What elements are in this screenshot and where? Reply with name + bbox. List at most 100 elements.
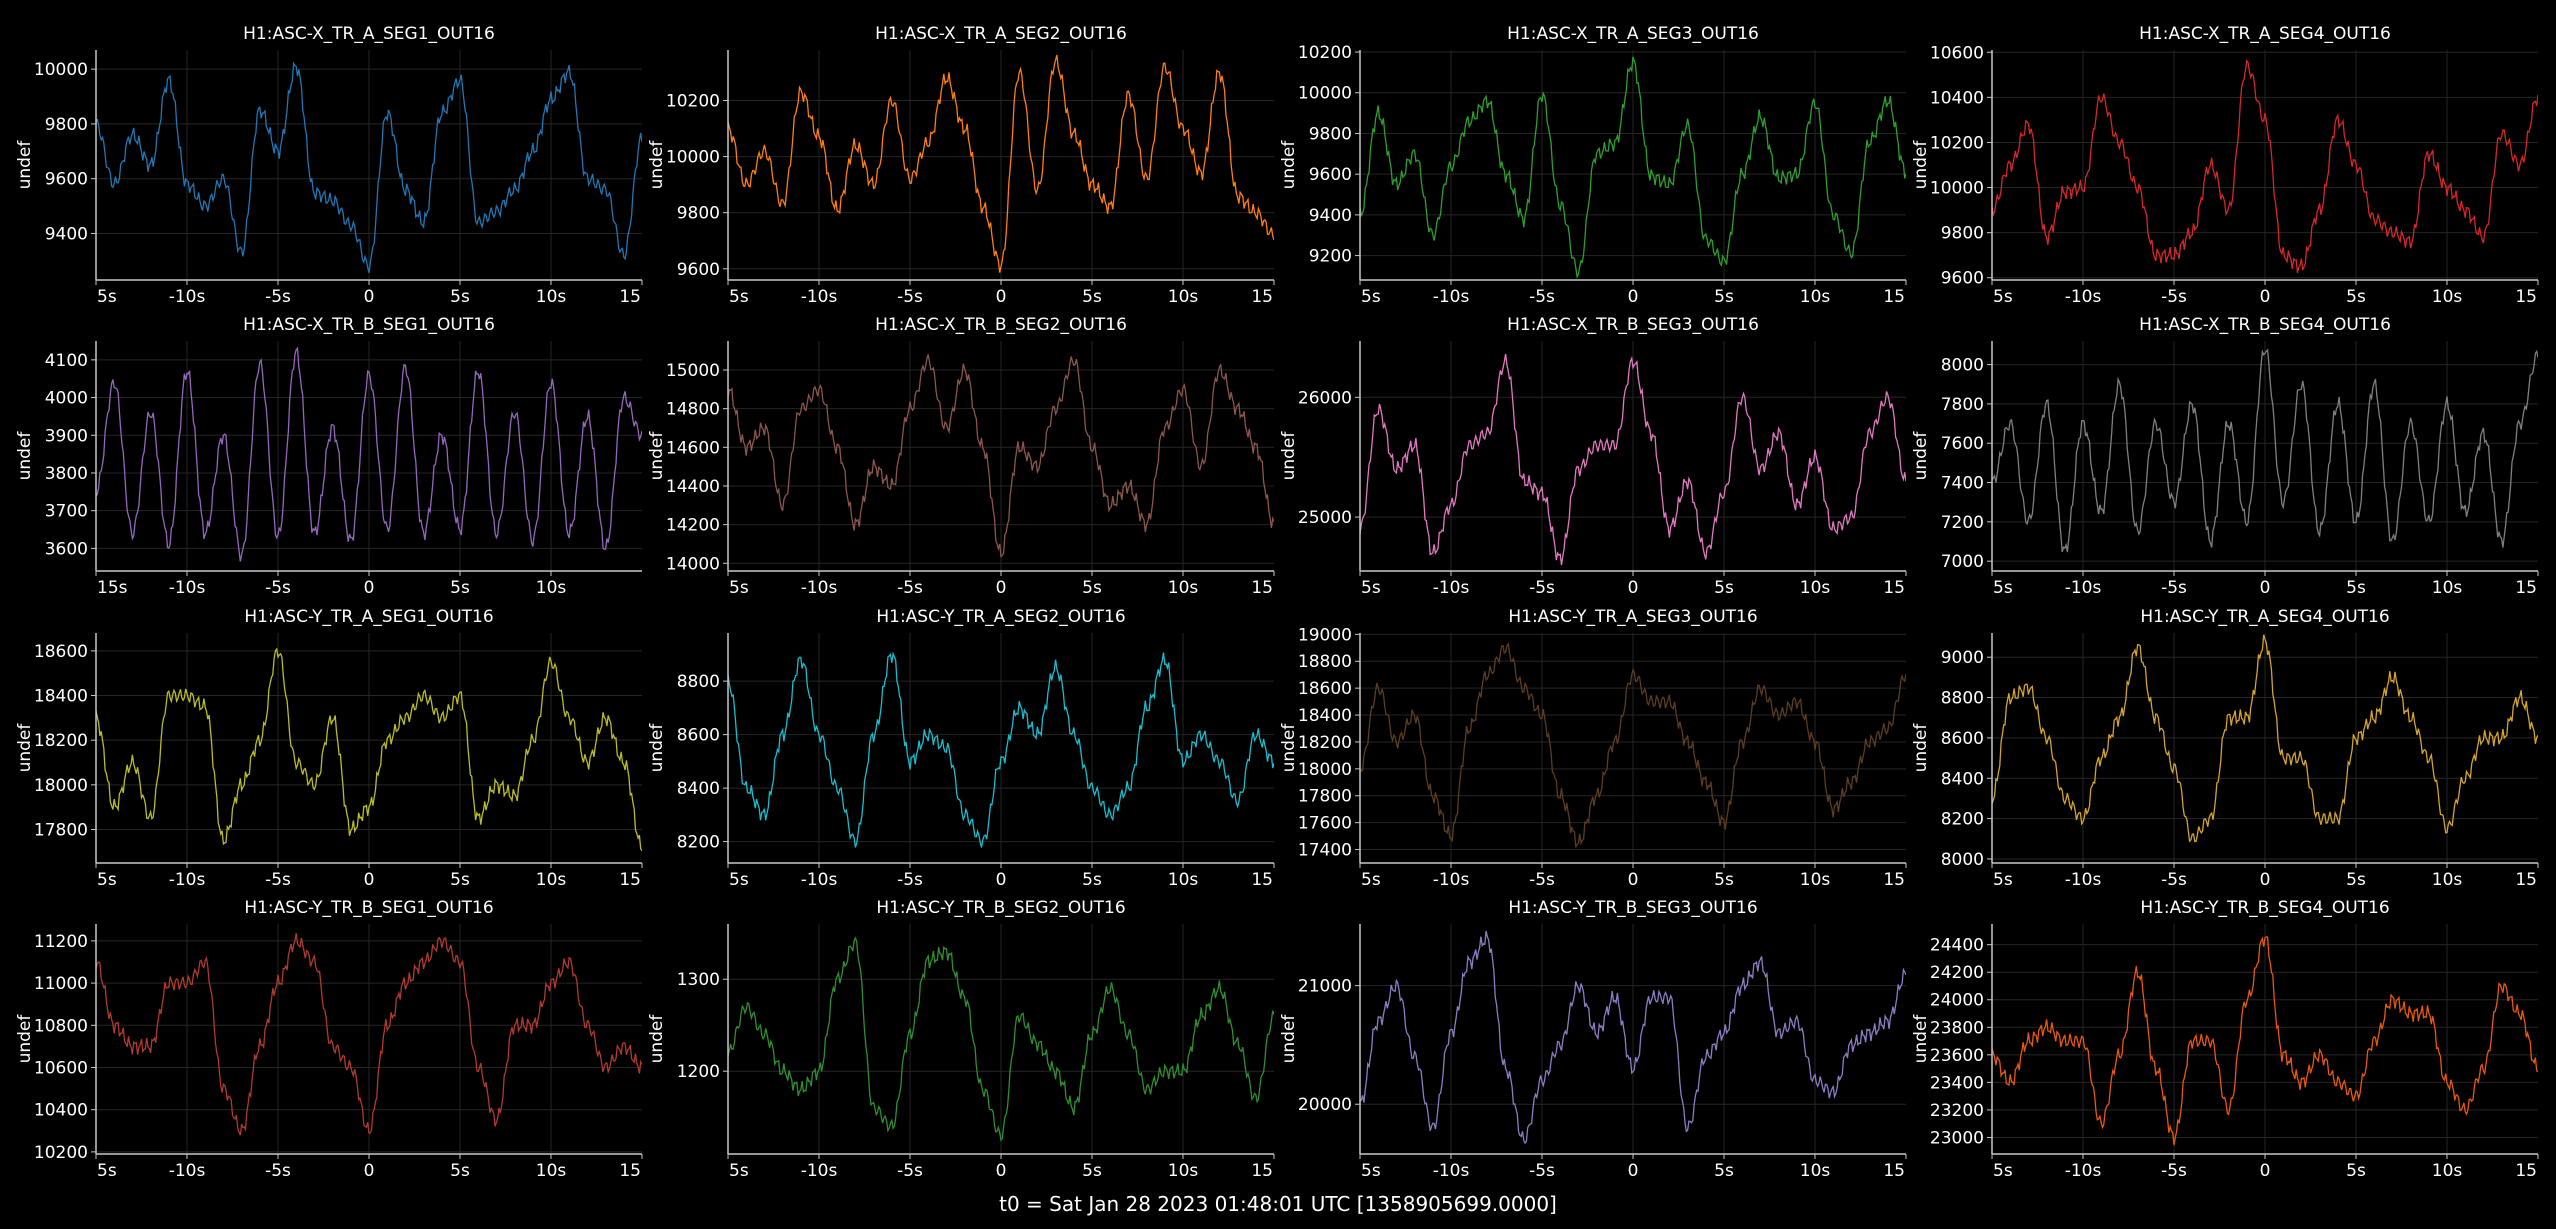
- y-tick-label: 7600: [1941, 434, 1984, 454]
- y-tick-label: 9000: [1941, 648, 1984, 668]
- x-tick-label: 10s: [536, 870, 567, 890]
- subplot-title: H1:ASC-Y_TR_B_SEG2_OUT16: [876, 898, 1125, 918]
- y-tick-label: 10800: [34, 1016, 88, 1036]
- y-tick-label: 8600: [677, 726, 720, 746]
- subplot-16: 23000 23200 23400 23600 23800 24000 24200 24400…: [1911, 898, 2539, 1181]
- y-tick-label: 18000: [1298, 760, 1352, 780]
- y-tick-label: 9600: [677, 260, 720, 280]
- y-tick-label: 10200: [1930, 133, 1984, 153]
- x-tick-label: 10s: [536, 287, 567, 307]
- y-tick-label: 14200: [666, 516, 720, 536]
- y-axis-label: undef: [647, 140, 667, 190]
- x-tick-label: -5s: [265, 287, 291, 307]
- subplot-title: H1:ASC-X_TR_B_SEG3_OUT16: [1507, 315, 1759, 335]
- y-tick-label: 8600: [1941, 729, 1984, 749]
- y-tick-label: 10000: [666, 148, 720, 168]
- x-tick-label: 15: [2515, 578, 2537, 598]
- x-tick-label: -5s: [1529, 870, 1555, 890]
- y-tick-label: 14800: [666, 400, 720, 420]
- y-tick-label: 8200: [677, 833, 720, 853]
- y-tick-label: 7800: [1941, 395, 1984, 415]
- x-tick-label: 0: [1628, 287, 1639, 307]
- y-tick-label: 23400: [1930, 1073, 1984, 1093]
- x-tick-label: 15: [1883, 1161, 1905, 1181]
- y-tick-label: 23600: [1930, 1046, 1984, 1066]
- x-tick-label: 10s: [1168, 1161, 1199, 1181]
- x-tick-label: 0: [2260, 578, 2271, 598]
- subplot-title: H1:ASC-Y_TR_A_SEG1_OUT16: [244, 607, 493, 627]
- x-tick-label: 15: [1251, 287, 1273, 307]
- x-tick-label: 0: [1628, 578, 1639, 598]
- x-tick-label: 5s: [1082, 1161, 1102, 1181]
- y-axis-label: undef: [1911, 723, 1931, 773]
- y-tick-label: 8400: [677, 779, 720, 799]
- x-tick-label: 5s: [450, 287, 470, 307]
- y-axis-label: undef: [647, 431, 667, 481]
- x-tick-label: 5s: [1082, 870, 1102, 890]
- x-tick-label: -10s: [169, 1161, 206, 1181]
- x-tick-label: 0: [1628, 1161, 1639, 1181]
- x-tick-label: 15: [619, 287, 641, 307]
- x-tick-label: 10s: [1168, 870, 1199, 890]
- x-tick-label: 5s: [1082, 578, 1102, 598]
- y-tick-label: 20000: [1298, 1095, 1352, 1115]
- y-tick-label: 10200: [34, 1143, 88, 1163]
- y-tick-label: 18000: [34, 776, 88, 796]
- y-tick-label: 9600: [1309, 165, 1352, 185]
- x-tick-label: 15: [1251, 870, 1273, 890]
- x-tick-label: 10s: [1800, 870, 1831, 890]
- y-tick-label: 9400: [1309, 206, 1352, 226]
- x-tick-label: 0: [2260, 870, 2271, 890]
- y-tick-label: 18800: [1298, 652, 1352, 672]
- y-axis-label: undef: [1279, 1014, 1299, 1064]
- x-tick-label: 15: [1251, 1161, 1273, 1181]
- y-tick-label: 3800: [45, 464, 88, 484]
- x-tick-label: -5s: [897, 287, 923, 307]
- x-tick-label: 15: [1883, 578, 1905, 598]
- y-axis-label: undef: [1279, 431, 1299, 481]
- x-tick-label: -10s: [801, 287, 838, 307]
- x-tick-label: 5s: [1993, 287, 2013, 307]
- y-tick-label: 11000: [34, 974, 88, 994]
- x-tick-label: 15: [2515, 870, 2537, 890]
- y-tick-label: 24200: [1930, 963, 1984, 983]
- x-tick-label: 5s: [1993, 870, 2013, 890]
- subplot-title: H1:ASC-Y_TR_B_SEG1_OUT16: [244, 898, 493, 918]
- series-trace: [1360, 56, 1906, 279]
- x-tick-label: -10s: [1433, 870, 1470, 890]
- x-tick-label: -10s: [2065, 870, 2102, 890]
- x-tick-label: 5s: [729, 1161, 749, 1181]
- subplot-11: 17400 17600 17800 18000 18200 18400 18600 18800…: [1279, 607, 1907, 890]
- series-trace: [728, 354, 1274, 558]
- x-tick-label: -5s: [1529, 1161, 1555, 1181]
- x-tick-label: 0: [996, 870, 1007, 890]
- x-tick-label: 5s: [2346, 1161, 2366, 1181]
- x-tick-label: 0: [364, 870, 375, 890]
- subplot-13: 10200 10400 10600 10800 11000 11200 5s -10s -5s 0…: [15, 898, 643, 1181]
- y-tick-label: 10200: [666, 91, 720, 111]
- y-axis-label: undef: [1911, 1014, 1931, 1064]
- series-trace: [1360, 641, 1906, 848]
- y-tick-label: 9800: [1309, 124, 1352, 144]
- y-tick-label: 17800: [1298, 787, 1352, 807]
- subplot-3: 9200 9400 9600 9800 10000 10200 5s -10s -5s 0 5s 10…: [1279, 24, 1907, 307]
- y-tick-label: 19000: [1298, 625, 1352, 645]
- subplot-7: 25000 26000 5s -10s -5s 0 5s 10s 15 H1:ASC-X_TR_B…: [1279, 315, 1907, 598]
- x-tick-label: 5s: [1714, 1161, 1734, 1181]
- x-tick-label: 15: [1251, 578, 1273, 598]
- x-tick-label: 5s: [97, 870, 117, 890]
- y-tick-label: 10200: [1298, 43, 1352, 63]
- x-tick-label: 0: [1628, 870, 1639, 890]
- x-tick-label: -10s: [2065, 1161, 2102, 1181]
- x-tick-label: -10s: [2065, 287, 2102, 307]
- y-tick-label: 14600: [666, 438, 720, 458]
- x-tick-label: 15: [1883, 870, 1905, 890]
- x-tick-label: 0: [996, 287, 1007, 307]
- subplot-2: 9600 9800 10000 10200 5s -10s -5s 0 5s 10s 15 H1:AS…: [647, 24, 1275, 307]
- subplot-8: 7000 7200 7400 7600 7800 8000 5s -10s -5s 0 5s 10s 1…: [1911, 315, 2539, 598]
- y-tick-label: 7200: [1941, 513, 1984, 533]
- y-axis-label: undef: [15, 140, 35, 190]
- y-tick-label: 9800: [677, 204, 720, 224]
- y-tick-label: 8200: [1941, 810, 1984, 830]
- y-tick-label: 1200: [677, 1062, 720, 1082]
